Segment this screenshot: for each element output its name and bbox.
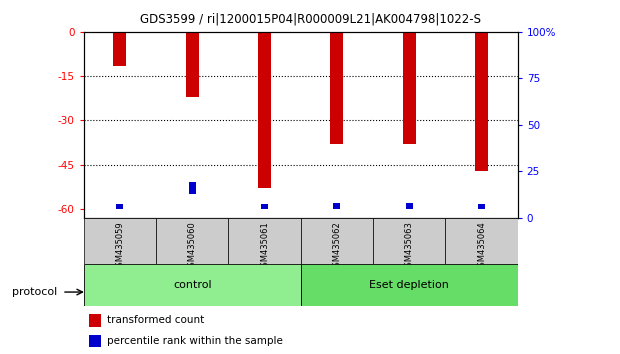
Bar xyxy=(113,32,126,66)
Bar xyxy=(301,264,518,306)
Text: GSM435059: GSM435059 xyxy=(115,221,125,272)
Bar xyxy=(373,218,445,264)
Bar xyxy=(228,218,301,264)
Bar xyxy=(89,335,100,347)
Bar xyxy=(330,32,343,144)
Bar xyxy=(84,218,156,264)
Text: GSM435064: GSM435064 xyxy=(477,221,486,272)
Text: GDS3599 / ri|1200015P04|R000009L21|AK004798|1022-S: GDS3599 / ri|1200015P04|R000009L21|AK004… xyxy=(140,12,480,25)
Bar xyxy=(478,204,485,209)
Bar xyxy=(334,203,340,209)
Bar xyxy=(258,32,271,188)
Bar xyxy=(301,218,373,264)
Bar xyxy=(156,218,228,264)
Bar xyxy=(261,204,268,209)
Text: percentile rank within the sample: percentile rank within the sample xyxy=(107,336,283,346)
Text: GSM435062: GSM435062 xyxy=(332,221,342,272)
Bar xyxy=(405,203,413,209)
Text: GSM435061: GSM435061 xyxy=(260,221,269,272)
Text: control: control xyxy=(173,280,211,290)
Bar xyxy=(117,204,123,209)
Text: GSM435063: GSM435063 xyxy=(405,221,414,272)
Text: Eset depletion: Eset depletion xyxy=(370,280,449,290)
Text: GSM435060: GSM435060 xyxy=(188,221,197,272)
Bar xyxy=(186,32,198,97)
Bar xyxy=(402,32,415,144)
Text: transformed count: transformed count xyxy=(107,315,205,325)
Bar xyxy=(445,218,518,264)
Text: protocol: protocol xyxy=(12,287,58,297)
Bar xyxy=(188,182,196,194)
Bar xyxy=(475,32,488,171)
Bar xyxy=(89,314,100,326)
Bar xyxy=(84,264,301,306)
